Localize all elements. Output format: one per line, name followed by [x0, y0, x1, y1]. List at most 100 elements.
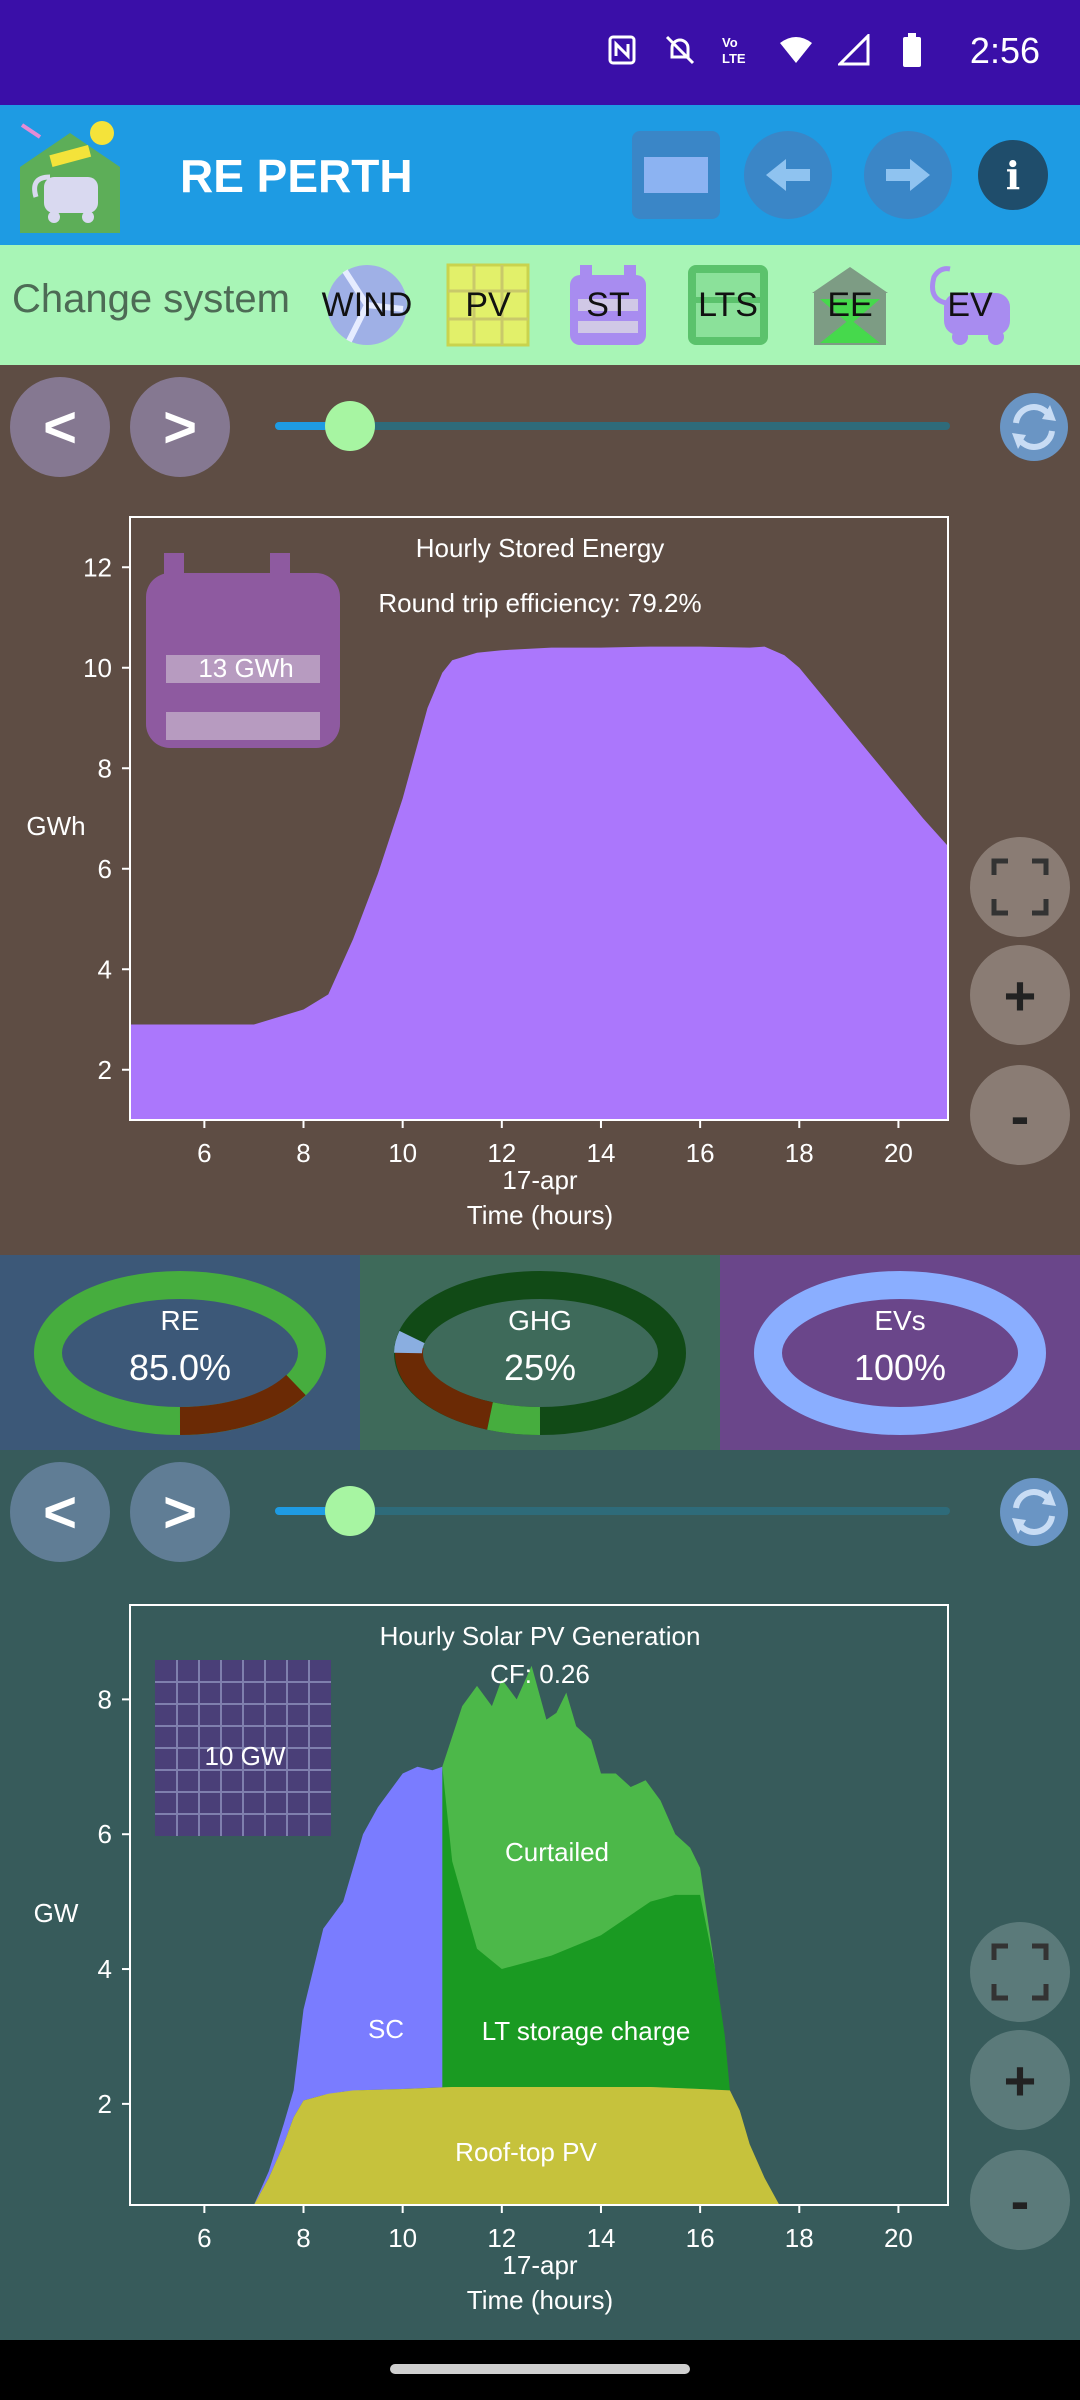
metrics-row: RE 85.0% GHG 25% EVs 100% — [0, 1255, 1080, 1450]
y-tick-label: 4 — [98, 954, 112, 984]
capacity-label: 13 GWh — [198, 653, 293, 683]
day-slider-track-2[interactable] — [275, 1507, 950, 1515]
app-logo — [10, 115, 130, 240]
x-tick-label: 10 — [388, 2223, 417, 2253]
chart-title: Hourly Solar PV Generation — [380, 1621, 701, 1651]
fullscreen-button-2[interactable] — [970, 1922, 1070, 2022]
y-axis-label: GWh — [26, 811, 85, 841]
y-tick-label: 2 — [98, 1055, 112, 1085]
chart-frame — [129, 1604, 949, 2206]
system-st[interactable]: ST — [564, 263, 652, 347]
system-pv[interactable]: PV — [444, 263, 532, 347]
layout-button[interactable] — [632, 131, 720, 219]
energy-efficiency-icon — [812, 267, 888, 345]
ghg-value: 25% — [503, 1347, 577, 1388]
rooftop-pv-area — [253, 2087, 780, 2205]
fullscreen-icon — [991, 858, 1049, 916]
solar-panel: < > 6 8 10 12 14 16 18 20 2 4 6 8 17-apr Time (hours)… — [0, 1450, 1080, 2340]
date-label: 17-apr — [502, 2250, 577, 2280]
re-metric[interactable]: RE 85.0% — [0, 1255, 360, 1450]
battery-storage-icon — [570, 265, 646, 345]
x-tick-label: 8 — [296, 2223, 310, 2253]
day-slider-thumb-2[interactable] — [325, 1486, 375, 1536]
system-lts[interactable]: LTS — [684, 263, 772, 347]
x-tick-label: 12 — [487, 2223, 516, 2253]
series-label-rooftop-pv: Roof-top PV — [455, 2137, 597, 2167]
volte-icon: Vo LTE — [720, 32, 756, 68]
series-label-curtailed: Curtailed — [505, 1837, 609, 1867]
system-selector-bar: Change system WIND PV ST LTS EE EV — [0, 245, 1080, 365]
next-day-button-2[interactable]: > — [130, 1462, 230, 1562]
y-tick-label: 10 — [83, 653, 112, 683]
next-day-button[interactable]: > — [130, 377, 230, 477]
back-button[interactable] — [744, 131, 832, 219]
fullscreen-button[interactable] — [970, 837, 1070, 937]
chart-title: Hourly Stored Energy — [416, 533, 665, 563]
system-ee[interactable]: EE — [806, 263, 894, 347]
forward-button[interactable] — [864, 131, 952, 219]
zoom-out-button-2[interactable]: - — [970, 2150, 1070, 2250]
solar-panel-icon — [446, 263, 530, 347]
ghg-metric[interactable]: GHG 25% — [360, 1255, 720, 1450]
system-ev[interactable]: EV — [926, 263, 1014, 347]
date-label: 17-apr — [502, 1165, 577, 1195]
x-tick-label: 18 — [785, 2223, 814, 2253]
y-tick-label: 12 — [83, 552, 112, 582]
refresh-button-2[interactable] — [1000, 1478, 1068, 1546]
storage-panel: < > 6 8 10 12 14 16 18 20 2 4 6 8 10 12 17-apr Time (ho… — [0, 365, 1080, 1255]
x-tick-label: 6 — [197, 2223, 211, 2253]
x-tick-label: 14 — [587, 2223, 616, 2253]
pv-capacity-badge — [155, 1660, 331, 1836]
battery-icon — [894, 32, 930, 68]
ghg-label: GHG — [508, 1305, 572, 1336]
evs-label: EVs — [874, 1305, 926, 1336]
x-tick-label: 8 — [296, 1138, 310, 1168]
svg-text:Vo: Vo — [722, 35, 738, 50]
wind-turbine-icon — [327, 265, 407, 345]
day-slider-fill — [275, 422, 350, 430]
y-tick-label: 8 — [98, 1684, 112, 1714]
chart-annotation: Round trip efficiency: 79.2% — [378, 588, 701, 618]
system-wind[interactable]: WIND — [322, 263, 412, 347]
info-button[interactable]: i — [978, 140, 1048, 210]
zoom-out-button[interactable]: - — [970, 1065, 1070, 1165]
re-value: 85.0% — [128, 1347, 232, 1388]
chart-annotation: CF: 0.26 — [490, 1659, 590, 1689]
evs-metric[interactable]: EVs 100% — [720, 1255, 1080, 1450]
signal-icon — [836, 32, 872, 68]
x-tick-label: 6 — [197, 1138, 211, 1168]
info-icon: i — [1005, 152, 1021, 198]
y-tick-label: 6 — [98, 854, 112, 884]
system-nav-bar — [0, 2340, 1080, 2400]
ghg-donut — [394, 1271, 686, 1436]
y-tick-label: 6 — [98, 1819, 112, 1849]
fullscreen-icon — [991, 1943, 1049, 2001]
x-tick-label: 16 — [686, 1138, 715, 1168]
chart-frame — [129, 516, 949, 1121]
day-slider-thumb[interactable] — [325, 401, 375, 451]
long-term-storage-icon — [688, 265, 768, 345]
day-slider-track[interactable] — [275, 422, 950, 430]
prev-day-button-2[interactable]: < — [10, 1462, 110, 1562]
electric-vehicle-icon — [930, 266, 1010, 345]
home-gesture-pill[interactable] — [390, 2364, 690, 2374]
zoom-in-button-2[interactable]: + — [970, 2030, 1070, 2130]
mute-icon — [662, 32, 698, 68]
arrow-left-icon — [766, 159, 810, 191]
prev-day-button[interactable]: < — [10, 377, 110, 477]
evs-value: 100% — [853, 1347, 947, 1388]
refresh-icon — [1012, 1489, 1056, 1535]
day-slider-fill-2 — [275, 1507, 350, 1515]
zoom-in-button[interactable]: + — [970, 945, 1070, 1045]
app-title: RE PERTH — [180, 150, 413, 202]
stored-energy-area — [130, 646, 948, 1120]
window-icon — [644, 157, 708, 193]
clock: 2:56 — [969, 30, 1040, 71]
capacity-label: 10 GW — [205, 1741, 286, 1771]
arrow-right-icon — [886, 159, 930, 191]
app-bar: RE PERTH i — [0, 105, 1080, 245]
re-label: RE — [160, 1305, 200, 1336]
refresh-icon — [1012, 404, 1056, 450]
refresh-button[interactable] — [1000, 393, 1068, 461]
